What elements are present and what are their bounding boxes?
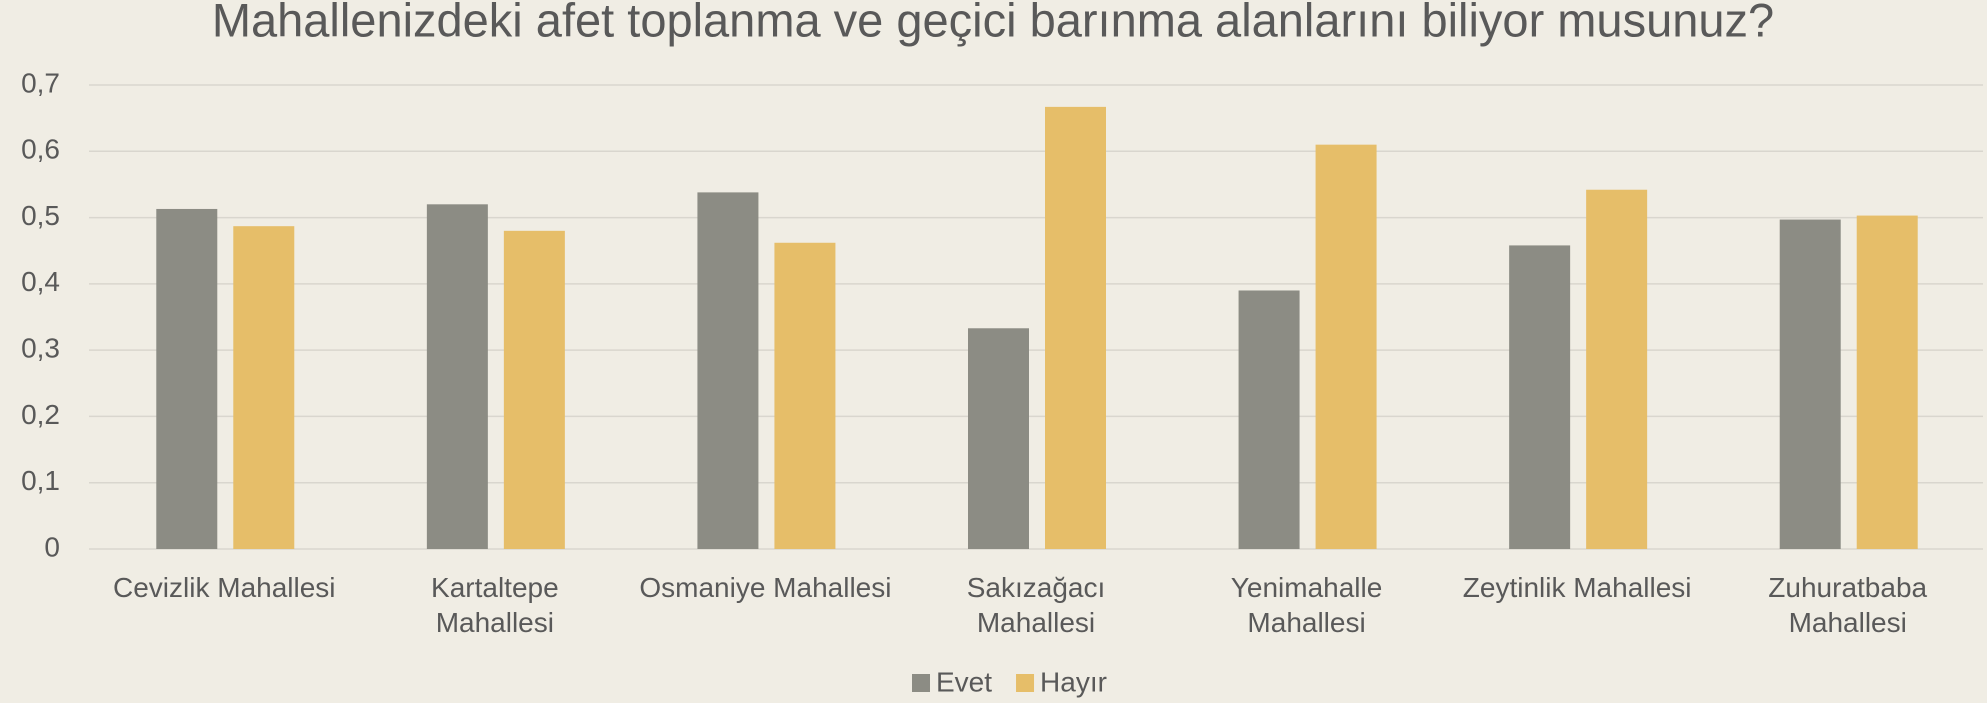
bar: [233, 226, 295, 549]
x-tick-label: Osmaniye Mahallesi: [639, 572, 892, 603]
y-tick-label: 0,4: [21, 266, 60, 297]
bar: [1856, 215, 1918, 549]
legend-label: Hayır: [1040, 666, 1107, 697]
bar: [1509, 245, 1571, 549]
x-tick-label: Cevizlik Mahallesi: [113, 572, 336, 603]
bar: [426, 204, 488, 550]
legend-swatch: [1016, 674, 1035, 692]
bar: [1045, 106, 1106, 550]
bar: [1586, 189, 1648, 549]
x-tick-label: Kartaltepe Mahallesi: [431, 572, 559, 638]
x-tick-label: Zeytinlik Mahallesi: [1462, 572, 1692, 603]
bar: [1779, 219, 1841, 549]
bar: [1238, 290, 1300, 549]
bar: [156, 208, 218, 549]
bar: [968, 328, 1029, 549]
y-tick-label: 0,2: [21, 399, 60, 430]
x-tick-label: Yenimahalle Mahallesi: [1230, 572, 1383, 638]
bar: [1315, 144, 1377, 549]
x-tick-label: Zuhuratbaba Mahallesi: [1768, 572, 1928, 638]
y-tick-label: 0,1: [21, 465, 60, 496]
bar: [774, 242, 836, 549]
bar: [697, 192, 759, 549]
y-tick-label: 0: [44, 531, 60, 562]
chart-title: Mahallenizdeki afet toplanma ve geçici b…: [212, 0, 1774, 46]
y-tick-label: 0,7: [21, 67, 60, 98]
y-tick-label: 0,5: [21, 200, 60, 231]
x-tick-label: Sakızağacı Mahallesi: [966, 572, 1106, 638]
y-tick-label: 0,6: [21, 134, 60, 165]
y-tick-label: 0,3: [21, 333, 60, 364]
bar: [503, 230, 565, 550]
legend-label: Evet: [936, 666, 992, 697]
legend-swatch: [912, 674, 930, 692]
